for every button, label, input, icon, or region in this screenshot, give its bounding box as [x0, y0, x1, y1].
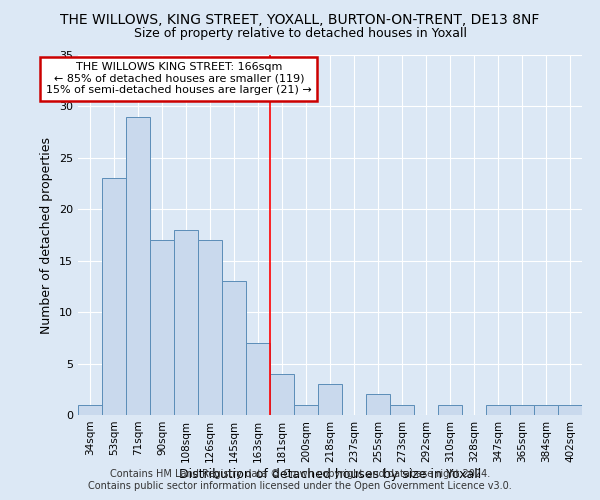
Bar: [78, 404, 102, 415]
X-axis label: Distribution of detached houses by size in Yoxall: Distribution of detached houses by size …: [179, 468, 481, 480]
Text: Contains HM Land Registry data © Crown copyright and database right 2024.
Contai: Contains HM Land Registry data © Crown c…: [88, 470, 512, 491]
Bar: [246, 343, 270, 415]
Text: THE WILLOWS, KING STREET, YOXALL, BURTON-ON-TRENT, DE13 8NF: THE WILLOWS, KING STREET, YOXALL, BURTON…: [61, 12, 539, 26]
Bar: [558, 404, 582, 415]
Bar: [198, 240, 222, 415]
Text: THE WILLOWS KING STREET: 166sqm
← 85% of detached houses are smaller (119)
15% o: THE WILLOWS KING STREET: 166sqm ← 85% of…: [46, 62, 311, 96]
Bar: [174, 230, 198, 415]
Bar: [318, 384, 342, 415]
Bar: [390, 404, 414, 415]
Text: Size of property relative to detached houses in Yoxall: Size of property relative to detached ho…: [133, 28, 467, 40]
Bar: [270, 374, 294, 415]
Bar: [294, 404, 318, 415]
Bar: [222, 282, 246, 415]
Bar: [150, 240, 174, 415]
Bar: [366, 394, 390, 415]
Bar: [438, 404, 462, 415]
Bar: [126, 116, 150, 415]
Bar: [534, 404, 558, 415]
Bar: [510, 404, 534, 415]
Y-axis label: Number of detached properties: Number of detached properties: [40, 136, 53, 334]
Bar: [102, 178, 126, 415]
Bar: [486, 404, 510, 415]
